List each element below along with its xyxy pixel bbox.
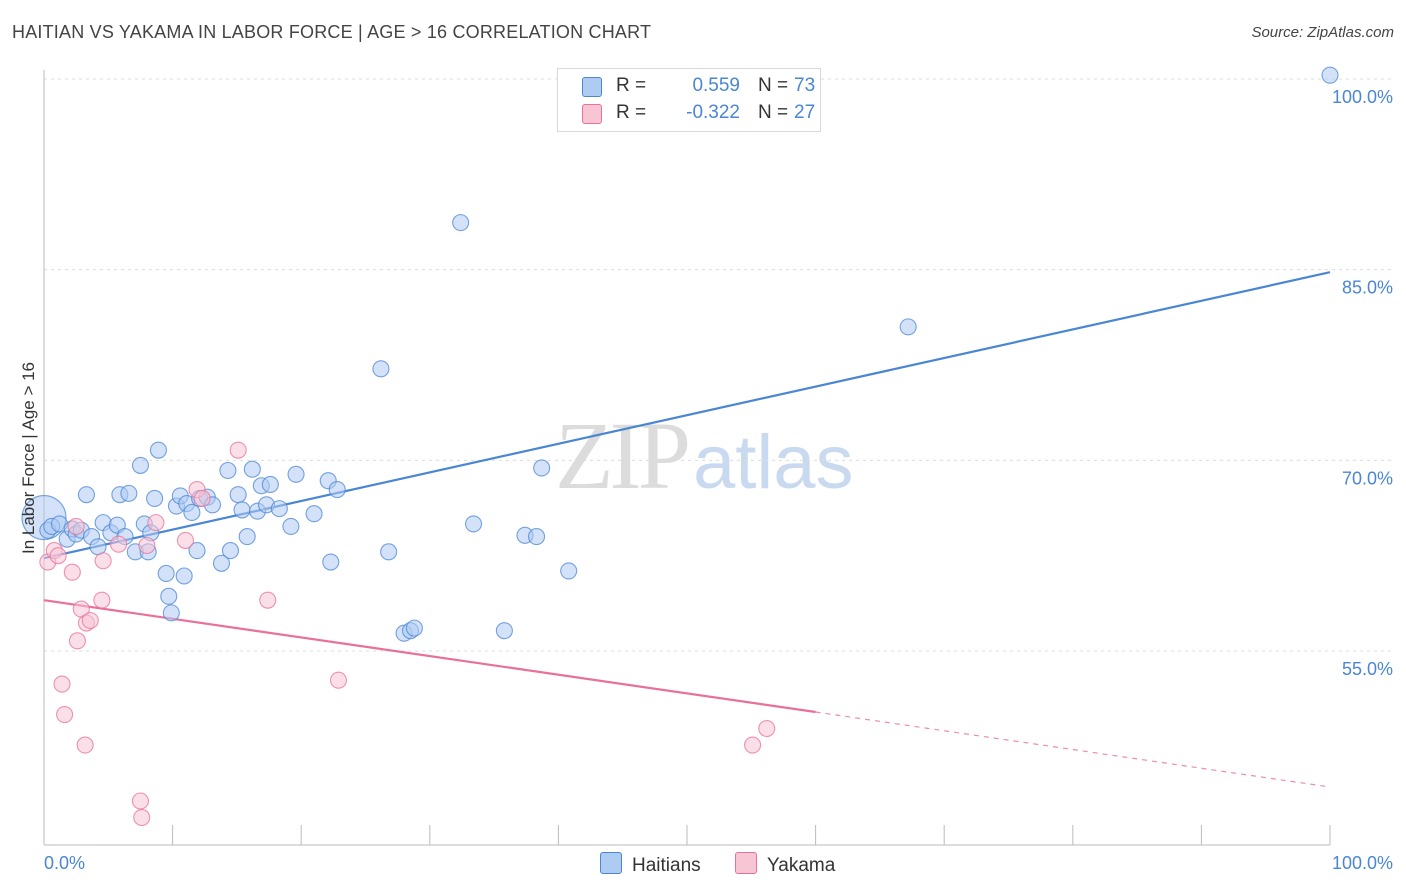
data-point-haitians — [157, 564, 175, 583]
legend-n-label: N = — [758, 102, 789, 123]
trend-lines — [43, 271, 1331, 788]
axes — [43, 70, 1331, 846]
data-point-haitians — [380, 543, 398, 561]
data-points — [21, 66, 1339, 827]
data-point-haitians — [270, 500, 288, 518]
y-tick-label: 100.0% — [1332, 87, 1393, 107]
correlation-legend: R = 0.559 N = 73 R = -0.322 N = 27 — [557, 68, 821, 132]
data-point-haitians — [452, 214, 470, 232]
legend-swatch-haitians — [582, 77, 602, 97]
data-point-haitians — [495, 622, 513, 640]
legend-r-value: -0.322 — [686, 102, 740, 123]
data-point-yakama — [259, 591, 277, 609]
series-label-haitians: Haitians — [632, 855, 701, 876]
source-credit: Source: ZipAtlas.com — [1251, 24, 1394, 41]
data-point-yakama — [147, 514, 165, 532]
data-point-haitians — [149, 441, 168, 459]
y-axis-title: In Labor Force | Age > 16 — [19, 362, 38, 554]
series-swatch-yakama — [735, 852, 757, 874]
tick-labels: 55.0% 70.0% 85.0% 100.0% 0.0% 100.0% In Labor … — [19, 87, 1393, 873]
data-point-haitians — [261, 475, 279, 494]
data-point-haitians — [527, 528, 546, 546]
data-point-haitians — [233, 501, 251, 519]
data-point-yakama — [49, 547, 67, 565]
data-point-haitians — [162, 604, 180, 622]
data-point-haitians — [322, 553, 340, 571]
data-point-yakama — [68, 632, 86, 650]
data-point-yakama — [76, 736, 94, 754]
legend-n-value: 73 — [794, 75, 816, 96]
data-point-haitians — [282, 517, 300, 535]
data-point-haitians — [77, 486, 95, 504]
data-point-haitians — [405, 619, 423, 637]
data-point-yakama — [81, 611, 99, 630]
data-point-yakama — [758, 719, 776, 738]
data-point-yakama — [744, 736, 762, 754]
data-point-haitians — [183, 503, 201, 521]
data-point-haitians — [899, 318, 917, 336]
series-legend: Haitians Yakama — [0, 852, 1406, 878]
data-point-yakama — [94, 552, 112, 570]
data-point-yakama — [63, 563, 81, 581]
data-point-haitians — [533, 459, 551, 477]
data-point-haitians — [287, 465, 305, 483]
legend-n-value: 27 — [794, 102, 816, 123]
data-point-yakama — [131, 792, 149, 810]
legend-r-label: R = — [616, 75, 647, 96]
x-tick-label-min: 0.0% — [44, 853, 85, 873]
data-point-yakama — [329, 671, 348, 689]
series-label-yakama: Yakama — [767, 855, 836, 876]
data-point-haitians — [305, 505, 323, 523]
data-point-yakama — [229, 441, 247, 459]
legend-r-value: 0.559 — [692, 75, 740, 96]
legend-r-label: R = — [616, 102, 647, 123]
data-point-yakama — [67, 517, 85, 535]
gridlines — [44, 78, 1395, 652]
data-point-haitians — [229, 486, 247, 504]
data-point-yakama — [93, 591, 111, 609]
data-point-haitians — [464, 515, 483, 533]
series-swatch-haitians — [600, 852, 622, 874]
data-point-haitians — [372, 360, 390, 378]
data-point-haitians — [219, 461, 237, 480]
data-point-haitians — [160, 587, 178, 605]
trend-line-yakama — [43, 599, 816, 714]
x-tick-label-max: 100.0% — [1332, 853, 1393, 873]
chart-title: HAITIAN VS YAKAMA IN LABOR FORCE | AGE >… — [12, 22, 652, 42]
legend-n-label: N = — [758, 75, 789, 96]
data-point-yakama — [110, 535, 128, 553]
series-legend-haitians[interactable]: Haitians — [600, 852, 701, 877]
data-point-haitians — [146, 489, 164, 508]
data-point-haitians — [188, 542, 206, 560]
data-point-haitians — [243, 460, 261, 478]
data-point-haitians — [120, 484, 138, 502]
data-point-haitians — [175, 567, 193, 585]
data-point-yakama — [193, 489, 211, 508]
data-point-haitians — [221, 542, 240, 560]
data-point-yakama — [56, 706, 74, 724]
data-point-haitians — [212, 554, 231, 572]
data-point-haitians — [131, 456, 149, 474]
data-point-haitians — [560, 562, 578, 580]
data-point-yakama — [53, 675, 71, 693]
data-point-yakama — [138, 536, 156, 555]
data-point-yakama — [133, 808, 151, 827]
trend-line-extension-yakama — [815, 711, 1331, 788]
data-point-haitians — [328, 481, 346, 499]
y-tick-label: 70.0% — [1342, 468, 1393, 488]
series-legend-yakama[interactable]: Yakama — [735, 852, 835, 877]
legend-swatch-yakama — [582, 104, 602, 124]
y-tick-label: 85.0% — [1342, 278, 1393, 298]
data-point-haitians — [238, 528, 256, 546]
y-tick-label: 55.0% — [1342, 659, 1393, 679]
data-point-yakama — [176, 531, 195, 549]
data-point-haitians — [1321, 66, 1339, 84]
